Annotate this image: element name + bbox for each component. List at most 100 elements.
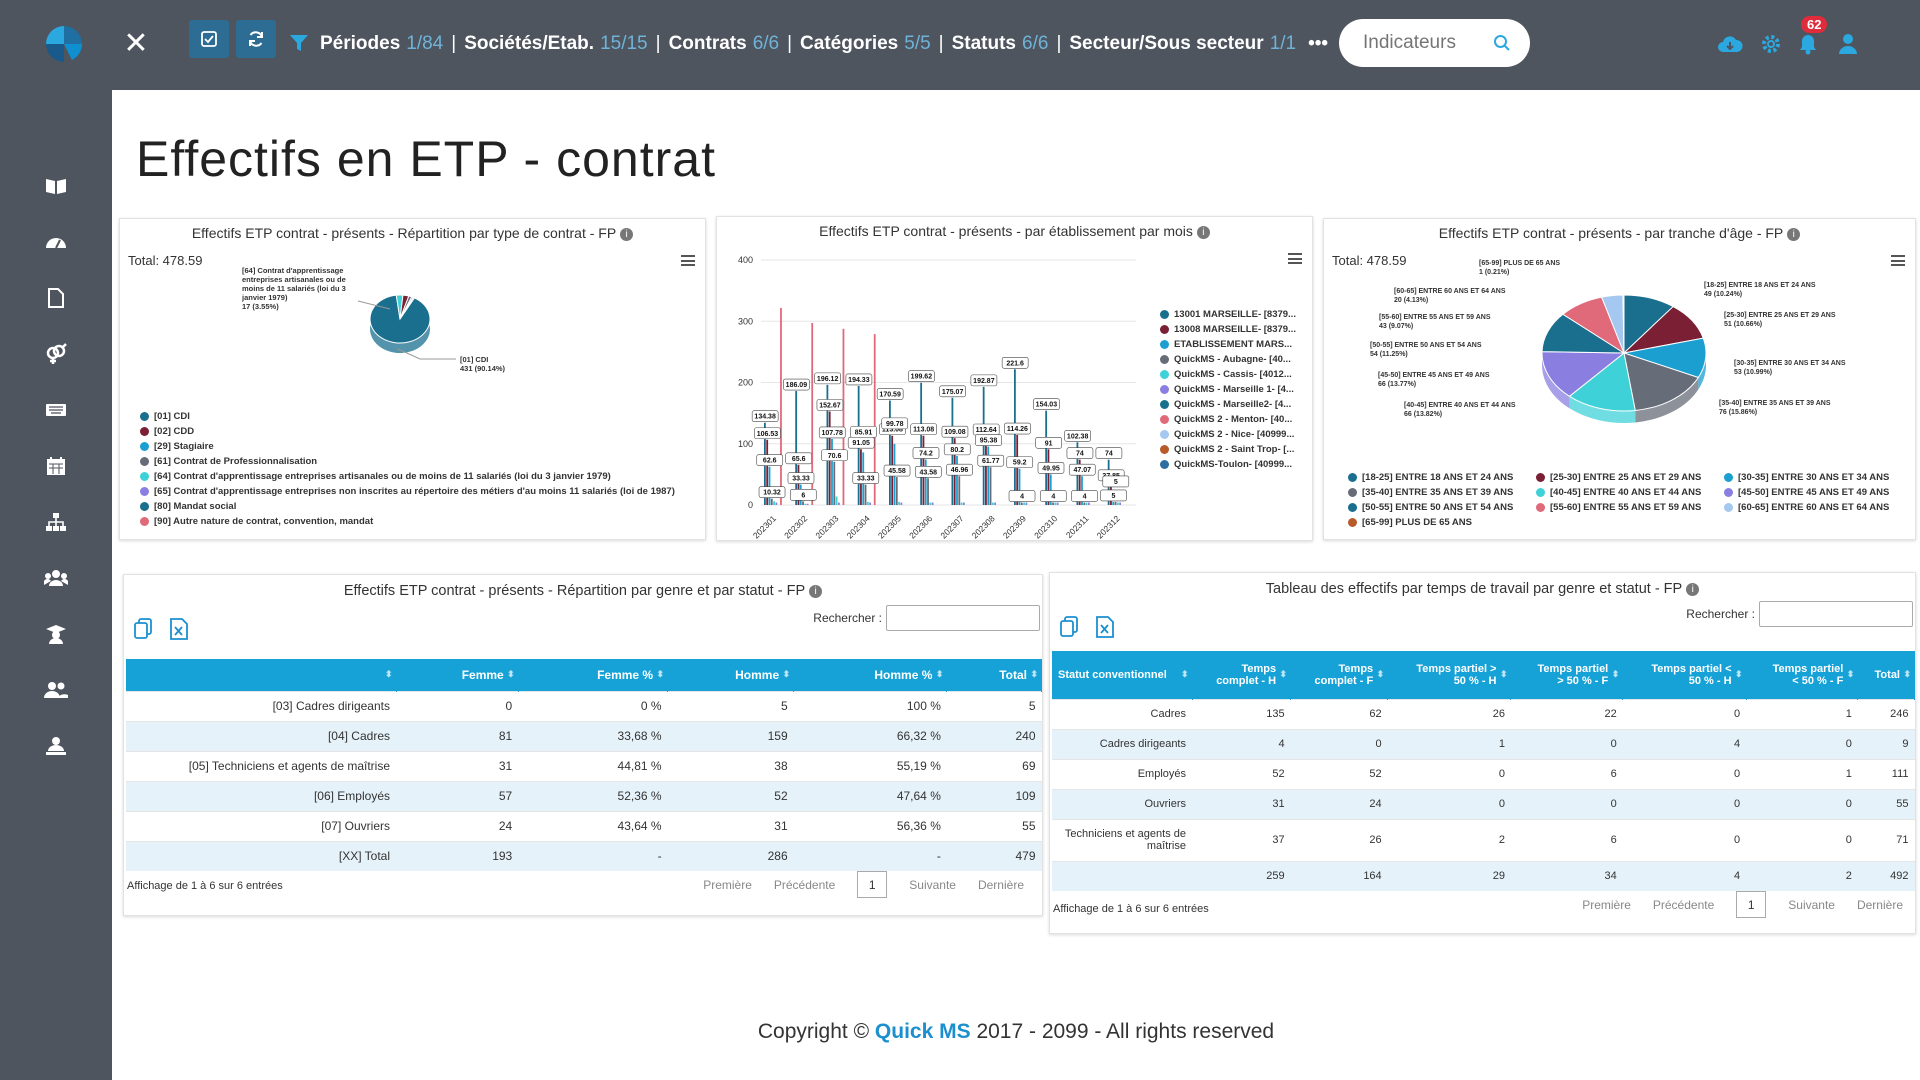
bar[interactable] — [931, 502, 934, 505]
copy-button[interactable] — [132, 617, 154, 641]
legend-item[interactable]: [35-40] ENTRE 35 ANS ET 39 ANS — [1348, 485, 1536, 500]
column-header[interactable]: Total ⬍ — [1857, 651, 1915, 699]
bar[interactable] — [773, 501, 775, 505]
bar[interactable] — [864, 484, 867, 505]
search-icon[interactable] — [1493, 34, 1511, 52]
column-header[interactable]: Temps partiel <50 % - H ⬍ — [1622, 651, 1747, 699]
bar[interactable] — [770, 498, 773, 505]
pie-slice[interactable] — [399, 296, 416, 320]
sort-icon[interactable]: ⬍ — [1376, 669, 1385, 679]
info-icon[interactable]: i — [1196, 226, 1210, 239]
legend-item[interactable]: [60-65] ENTRE 60 ANS ET 64 ANS — [1724, 500, 1912, 515]
more-filters-button[interactable]: ••• — [1308, 33, 1329, 54]
pager-prev[interactable]: Précédente — [773, 877, 836, 892]
bar[interactable] — [962, 502, 965, 505]
sidebar-gender-icon[interactable] — [42, 340, 70, 368]
bar[interactable] — [804, 503, 807, 505]
sort-icon[interactable]: ⬍ — [656, 669, 665, 679]
legend-item[interactable]: ETABLISSEMENT MARS... — [1160, 337, 1296, 352]
bar[interactable] — [1083, 502, 1086, 505]
column-header[interactable]: Temps partiel > 50 % - F ⬍ — [1510, 651, 1624, 699]
bar[interactable] — [795, 391, 798, 505]
pie-slice[interactable] — [1541, 351, 1626, 397]
cloud-download-icon[interactable] — [1716, 30, 1744, 58]
legend-item[interactable]: [01] CDI — [140, 409, 675, 424]
bar[interactable] — [895, 477, 898, 505]
column-header[interactable]: Homme ⬍ — [667, 659, 795, 691]
column-header[interactable]: Total ⬍ — [946, 659, 1042, 691]
table-search-input[interactable] — [1759, 601, 1913, 627]
sidebar-user-upload-icon[interactable] — [42, 732, 70, 760]
user-profile-icon[interactable] — [1834, 30, 1862, 58]
pager-current-page[interactable]: 1 — [857, 871, 888, 898]
indicator-search-input[interactable] — [1363, 32, 1493, 54]
legend-item[interactable]: [90] Autre nature de contrat, convention… — [140, 514, 675, 529]
pager-current-page[interactable]: 1 — [1736, 891, 1767, 918]
bar[interactable] — [797, 464, 800, 505]
column-header[interactable]: Homme % ⬍ — [793, 659, 948, 691]
refresh-button[interactable] — [236, 20, 276, 58]
filter-periodes[interactable]: Périodes 1/84 — [320, 33, 444, 54]
copy-button[interactable] — [1058, 615, 1080, 639]
bar[interactable] — [991, 502, 994, 505]
bar[interactable] — [956, 455, 958, 505]
bar[interactable] — [927, 478, 929, 505]
bar[interactable] — [1114, 501, 1117, 505]
sidebar-calendar-icon[interactable] — [42, 452, 70, 480]
filter-societes[interactable]: Sociétés/Etab. 15/15 — [464, 33, 648, 54]
sidebar-team-icon[interactable] — [42, 564, 70, 592]
sort-icon[interactable]: ⬍ — [507, 669, 515, 679]
legend-item[interactable]: 13008 MARSEILLE- [8379... — [1160, 322, 1296, 337]
bar[interactable] — [826, 384, 829, 505]
sort-icon[interactable]: ⬍ — [384, 669, 393, 679]
bar[interactable] — [1112, 501, 1115, 505]
filter-icon[interactable] — [289, 34, 309, 52]
sort-icon[interactable]: ⬍ — [1180, 669, 1189, 679]
pager-first[interactable]: Première — [703, 877, 752, 892]
bar[interactable] — [775, 502, 778, 505]
legend-item[interactable]: [65-99] PLUS DE 65 ANS — [1348, 515, 1536, 530]
sidebar-keyboard-icon[interactable] — [42, 396, 70, 424]
checkbox-toggle-button[interactable] — [189, 20, 229, 58]
sidebar-graduate-icon[interactable] — [42, 620, 70, 648]
bar[interactable] — [1049, 474, 1052, 505]
legend-item[interactable]: QuickMS - Aubagne- [40... — [1160, 352, 1296, 367]
bar[interactable] — [924, 459, 927, 505]
table-search-input[interactable] — [886, 605, 1040, 631]
bar[interactable] — [1085, 502, 1088, 505]
bar[interactable] — [900, 502, 903, 505]
bar[interactable] — [929, 502, 932, 505]
sort-icon[interactable]: ⬍ — [782, 669, 791, 679]
indicator-search[interactable] — [1339, 19, 1530, 67]
legend-item[interactable]: [02] CDD — [140, 424, 675, 439]
bar[interactable] — [1018, 468, 1021, 505]
bar[interactable] — [837, 502, 840, 505]
app-logo[interactable] — [44, 24, 84, 64]
bar[interactable] — [985, 436, 987, 505]
bar[interactable] — [1116, 502, 1119, 505]
column-header[interactable]: Temps complet - F ⬍ — [1290, 651, 1389, 699]
bar[interactable] — [1052, 502, 1054, 505]
bar[interactable] — [811, 322, 814, 505]
sidebar-org-chart-icon[interactable] — [42, 508, 70, 536]
bar[interactable] — [898, 501, 900, 505]
filter-contrats[interactable]: Contrats 6/6 — [668, 33, 780, 54]
legend-item[interactable]: QuickMS-Toulon- [40999... — [1160, 457, 1296, 472]
settings-gear-icon[interactable] — [1757, 30, 1785, 58]
pager-next[interactable]: Suivante — [1788, 897, 1835, 912]
bar[interactable] — [780, 307, 782, 505]
legend-item[interactable]: [65] Contrat d'apprentissage entreprises… — [140, 484, 675, 499]
bar[interactable] — [889, 400, 891, 505]
legend-item[interactable]: [80] Mandat social — [140, 499, 675, 514]
bar[interactable] — [1056, 502, 1059, 505]
bar[interactable] — [920, 382, 923, 505]
bar[interactable] — [1087, 502, 1090, 505]
column-header[interactable]: Temps complet - H ⬍ — [1192, 651, 1292, 699]
sort-icon[interactable]: ⬍ — [1279, 669, 1288, 679]
bar[interactable] — [1014, 369, 1016, 505]
info-icon[interactable]: i — [1787, 228, 1801, 241]
legend-item[interactable]: [18-25] ENTRE 18 ANS ET 24 ANS — [1348, 470, 1536, 485]
excel-export-button[interactable] — [168, 617, 190, 641]
column-header[interactable]: ⬍ — [126, 659, 397, 691]
brand-link[interactable]: Quick MS — [874, 1020, 971, 1043]
